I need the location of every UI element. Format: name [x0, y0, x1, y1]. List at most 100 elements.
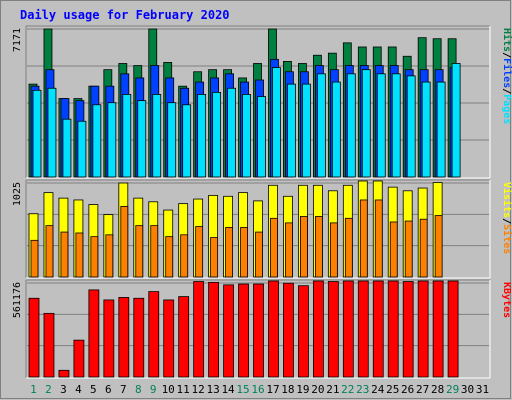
- x-tick-label-day-10: 10: [162, 383, 175, 396]
- bar-pages-day-14: [227, 87, 236, 178]
- bar-kbytes-day-2: [43, 312, 55, 378]
- bar-sites-day-12: [195, 226, 204, 278]
- legend-entry: /: [501, 52, 512, 58]
- bar-pages-day-13: [212, 91, 222, 178]
- x-tick-label-day-16: 16: [251, 383, 264, 396]
- bar-sites-day-6: [105, 234, 114, 278]
- bar-pages-day-28: [436, 81, 446, 178]
- bar-pages-day-10: [167, 102, 177, 178]
- legend-entry: Pages: [501, 94, 512, 124]
- bar-pages-day-12: [197, 94, 207, 178]
- x-tick-label-day-21: 21: [326, 383, 339, 396]
- x-tick-label-day-7: 7: [120, 383, 127, 396]
- bar-sites-day-18: [285, 222, 293, 278]
- x-tick-label-day-29: 29: [446, 383, 459, 396]
- x-tick-label-day-30: 30: [461, 383, 474, 396]
- legend-entry: Hits: [501, 28, 512, 52]
- bar-sites-day-3: [60, 231, 69, 278]
- x-tick-label-day-22: 22: [341, 383, 354, 396]
- bar-sites-day-23: [359, 199, 368, 278]
- bar-sites-day-5: [90, 236, 99, 278]
- bar-sites-day-24: [374, 199, 383, 278]
- bar-sites-day-22: [344, 217, 353, 278]
- bar-pages-day-24: [376, 73, 386, 178]
- bar-pages-day-15: [242, 94, 251, 178]
- x-tick-label-day-23: 23: [356, 383, 369, 396]
- bar-kbytes-day-22: [342, 280, 354, 378]
- y-max-label: 7171: [12, 28, 23, 52]
- bar-kbytes-day-6: [103, 299, 115, 378]
- x-tick-label-day-6: 6: [105, 383, 112, 396]
- x-tick-label-day-19: 19: [296, 383, 309, 396]
- series-kbytes: [28, 280, 459, 378]
- bar-kbytes-day-1: [28, 297, 40, 378]
- panel-kbytes: 561176 KBytes: [12, 279, 512, 379]
- x-tick-label-day-27: 27: [416, 383, 429, 396]
- bar-sites-day-9: [150, 225, 159, 278]
- bar-kbytes-day-15: [238, 283, 249, 378]
- bar-sites-day-17: [270, 217, 278, 278]
- x-tick-label-day-11: 11: [177, 383, 190, 396]
- bar-sites-day-26: [404, 220, 413, 278]
- bar-pages-day-11: [182, 104, 192, 178]
- y-max-label: 561176: [12, 282, 23, 318]
- bar-kbytes-day-9: [148, 291, 160, 378]
- bar-sites-day-19: [300, 216, 308, 278]
- bar-kbytes-day-26: [402, 281, 414, 378]
- x-tick-label-day-1: 1: [30, 383, 37, 396]
- x-tick-label-day-26: 26: [401, 383, 414, 396]
- x-tick-label-day-3: 3: [60, 383, 67, 396]
- series-pages: [32, 63, 461, 178]
- bar-sites-day-27: [419, 218, 428, 278]
- bar-pages-day-17: [272, 67, 281, 178]
- bar-kbytes-day-14: [223, 284, 234, 378]
- x-axis-labels: 1 2 3 4 5 6 7 8 9 10 11 12 13 14 15 16 17 18 19 20 21 22 23 24 2…: [30, 383, 489, 396]
- bar-sites-day-11: [180, 234, 189, 278]
- bar-kbytes-day-4: [73, 339, 85, 378]
- legend-entry: /: [501, 218, 512, 224]
- bar-kbytes-day-11: [178, 296, 190, 378]
- x-tick-label-day-5: 5: [90, 383, 97, 396]
- legend-entry: /: [501, 88, 512, 94]
- bar-kbytes-day-19: [298, 285, 309, 378]
- bar-pages-day-23: [361, 69, 371, 178]
- legend-entry: Sites: [501, 224, 512, 254]
- panel-legend: Hits/Files/Pages: [501, 28, 512, 124]
- bar-sites-day-21: [329, 222, 338, 278]
- bar-kbytes-day-18: [283, 282, 294, 378]
- bar-pages-day-5: [92, 104, 102, 178]
- bar-sites-day-4: [75, 232, 84, 278]
- x-tick-label-day-9: 9: [150, 383, 157, 396]
- panel-hits-files-pages: 7171 Hits/Files/Pages: [12, 25, 512, 179]
- bar-pages-day-9: [152, 94, 162, 178]
- bar-kbytes-day-16: [253, 283, 264, 378]
- panel-legend: Visits/Sites: [501, 182, 512, 254]
- bar-pages-day-16: [257, 96, 266, 178]
- bar-kbytes-day-10: [163, 299, 175, 378]
- legend-entry: Visits: [501, 182, 512, 218]
- bar-sites-day-28: [434, 215, 443, 278]
- legend-entry: KBytes: [501, 282, 512, 318]
- x-tick-label-day-20: 20: [311, 383, 324, 396]
- bar-sites-day-15: [240, 227, 248, 278]
- x-tick-label-day-17: 17: [266, 383, 279, 396]
- bar-kbytes-day-17: [268, 280, 279, 378]
- bar-pages-day-27: [421, 81, 431, 178]
- bar-kbytes-day-8: [133, 297, 145, 378]
- bar-sites-day-7: [120, 205, 129, 278]
- x-tick-label-day-2: 2: [45, 383, 52, 396]
- chart-title: Daily usage for February 2020: [20, 8, 230, 22]
- series-sites: [30, 199, 443, 278]
- panel-legend: KBytes: [501, 282, 512, 318]
- bar-kbytes-day-20: [312, 280, 324, 378]
- bar-pages-day-2: [47, 87, 57, 178]
- bar-kbytes-day-7: [118, 297, 130, 378]
- bar-kbytes-day-23: [357, 280, 369, 378]
- x-tick-label-day-18: 18: [281, 383, 294, 396]
- x-tick-label-day-13: 13: [206, 383, 219, 396]
- bar-pages-day-19: [302, 83, 311, 178]
- x-tick-label-day-4: 4: [75, 383, 82, 396]
- bar-kbytes-day-13: [208, 281, 220, 378]
- x-tick-label-day-25: 25: [386, 383, 399, 396]
- bar-sites-day-13: [210, 237, 219, 278]
